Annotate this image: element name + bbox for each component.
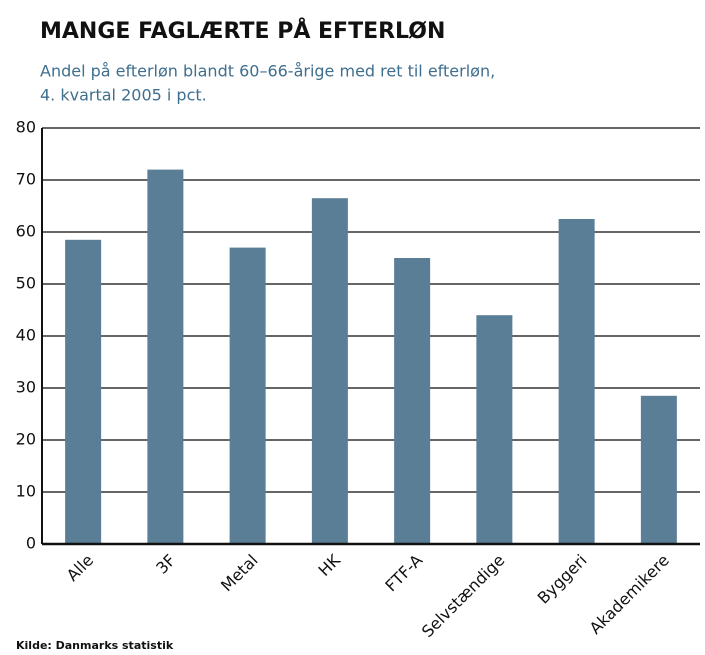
y-tick-label: 40 bbox=[16, 326, 36, 345]
bar bbox=[558, 219, 595, 544]
x-tick-label: Metal bbox=[217, 551, 262, 596]
bar bbox=[147, 169, 184, 544]
chart-subtitle: Andel på efterløn blandt 60–66-årige med… bbox=[40, 62, 495, 81]
y-tick-label: 70 bbox=[16, 170, 36, 189]
y-tick-label: 30 bbox=[16, 378, 36, 397]
bar bbox=[640, 395, 677, 544]
y-tick-label: 60 bbox=[16, 222, 36, 241]
x-tick-label: 3F bbox=[152, 551, 179, 578]
bar bbox=[476, 315, 513, 544]
bar bbox=[394, 258, 431, 544]
y-tick-label: 20 bbox=[16, 430, 36, 449]
x-tick-label: FTF-A bbox=[381, 551, 426, 596]
bar bbox=[229, 247, 266, 544]
y-tick-label: 0 bbox=[26, 534, 36, 553]
chart-title: MANGE FAGLÆRTE PÅ EFTERLØN bbox=[40, 18, 445, 44]
chart-subtitle: 4. kvartal 2005 i pct. bbox=[40, 86, 207, 105]
y-tick-label: 80 bbox=[16, 118, 36, 137]
x-tick-label: Akademikere bbox=[586, 551, 673, 638]
x-tick-label: Selvstændige bbox=[418, 551, 508, 641]
source: Kilde: Danmarks statistik bbox=[16, 639, 174, 652]
bar bbox=[311, 198, 348, 544]
x-tick-label: HK bbox=[315, 550, 345, 580]
y-tick-label: 50 bbox=[16, 274, 36, 293]
bar bbox=[65, 239, 102, 545]
x-tick-label: Alle bbox=[63, 551, 97, 585]
y-tick-label: 10 bbox=[16, 482, 36, 501]
x-tick-label: Byggeri bbox=[534, 551, 591, 608]
